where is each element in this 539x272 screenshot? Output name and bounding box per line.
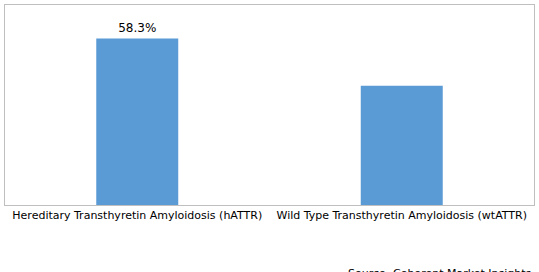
svg-text:Hereditary Transthyretin Amylo: Hereditary Transthyretin Amyloidosis (hA… [12,209,262,222]
svg-text:Wild Type Transthyretin Amyloi: Wild Type Transthyretin Amyloidosis (wtA… [276,209,527,222]
svg-text:Source: Coherent Market Insigh: Source: Coherent Market Insights [348,267,532,272]
svg-text:58.3%: 58.3% [118,21,156,35]
